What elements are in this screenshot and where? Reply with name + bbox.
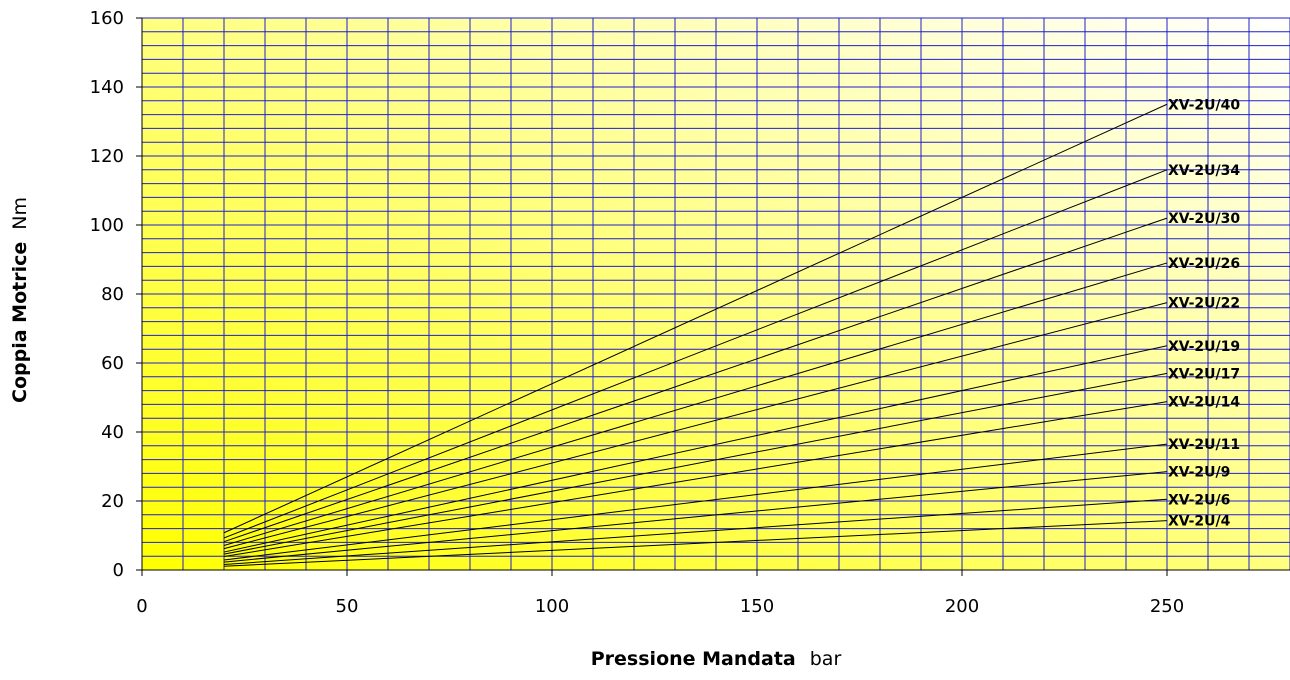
series-label: XV-2U/17 <box>1168 366 1240 382</box>
y-tick-label: 40 <box>101 422 124 443</box>
series-line <box>223 471 1168 563</box>
series-label: XV-2U/4 <box>1168 514 1231 530</box>
series-label: XV-2U/9 <box>1168 465 1230 481</box>
series-line <box>223 520 1168 567</box>
x-tick-label: 100 <box>535 596 569 617</box>
series-line <box>223 498 1168 565</box>
y-tick-label: 60 <box>101 353 124 374</box>
series-label: XV-2U/22 <box>1168 296 1240 312</box>
series-line <box>223 443 1168 561</box>
x-axis-unit: bar <box>810 648 842 670</box>
y-axis-unit: Nm <box>9 197 31 230</box>
y-axis-label: Coppia Motrice <box>9 242 31 403</box>
x-tick-label: 50 <box>336 596 359 617</box>
series-line <box>223 401 1168 558</box>
y-tick-labels: 0 20 40 60 80 100 120 140 160 <box>90 8 124 581</box>
series-line <box>223 169 1168 539</box>
series-label: XV-2U/26 <box>1168 256 1240 272</box>
x-tick-labels: 0 50 100 150 200 250 <box>136 596 1184 617</box>
series-line <box>223 345 1168 553</box>
x-tick-label: 150 <box>740 596 774 617</box>
series-label: XV-2U/6 <box>1168 492 1230 508</box>
y-tick-label: 20 <box>101 491 124 512</box>
axes <box>136 17 1290 576</box>
y-tick-label: 80 <box>101 284 124 305</box>
series-line <box>223 302 1168 550</box>
x-tick-label: 250 <box>1150 596 1184 617</box>
y-tick-label: 100 <box>90 215 124 236</box>
y-tick-label: 160 <box>90 8 124 29</box>
y-axis-title: Coppia Motrice Nm <box>9 197 31 403</box>
y-tick-label: 140 <box>90 77 124 98</box>
series-label: XV-2U/34 <box>1168 163 1240 179</box>
series-label: XV-2U/40 <box>1168 97 1240 113</box>
x-axis-label: Pressione Mandata <box>591 648 796 670</box>
series-line <box>223 372 1168 555</box>
series-labels: XV-2U/4 XV-2U/6 XV-2U/9 XV-2U/11 XV-2U/14 XV-… <box>1168 97 1240 529</box>
y-tick-label: 0 <box>113 560 124 581</box>
x-tick-label: 200 <box>945 596 979 617</box>
series-line <box>223 217 1168 543</box>
y-tick-label: 120 <box>90 146 124 167</box>
series-label: XV-2U/11 <box>1168 437 1240 453</box>
x-tick-label: 0 <box>136 596 147 617</box>
series-label: XV-2U/14 <box>1168 395 1240 411</box>
series-lines <box>223 103 1168 567</box>
series-label: XV-2U/30 <box>1168 211 1240 227</box>
series-line <box>223 103 1168 534</box>
grid <box>142 17 1290 570</box>
series-label: XV-2U/19 <box>1168 339 1240 355</box>
x-axis-title: Pressione Mandata bar <box>591 648 842 670</box>
series-line <box>223 262 1168 546</box>
